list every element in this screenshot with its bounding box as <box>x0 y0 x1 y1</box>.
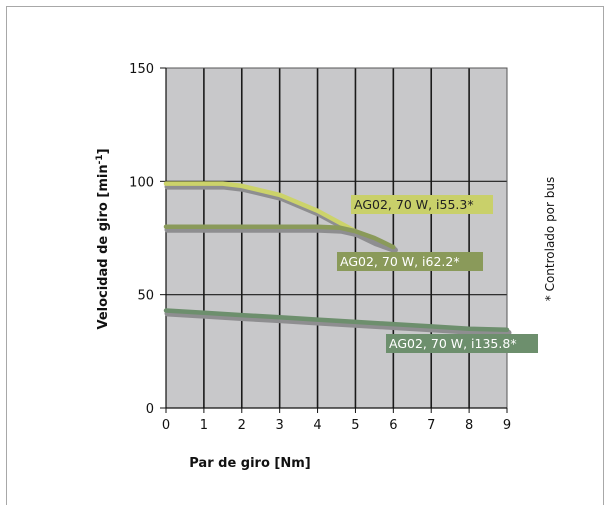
plot-frame <box>166 67 508 408</box>
series-line-3 <box>163 308 510 333</box>
x-axis-label: Par de giro [Nm] <box>189 456 310 471</box>
series-shadow-2 <box>164 226 398 254</box>
y-tick-label: 100 <box>129 175 154 190</box>
x-tick-label: 2 <box>238 418 246 433</box>
x-tick-label: 1 <box>200 418 208 433</box>
x-tick-label: 9 <box>503 418 511 433</box>
x-tick-label: 4 <box>313 418 321 433</box>
x-tick-label: 6 <box>389 418 397 433</box>
series-line-2 <box>163 224 396 250</box>
series-label-3: AG02, 70 W, i135.8* <box>389 336 517 351</box>
bus-control-note: * Controlado por bus <box>543 177 557 302</box>
y-axis-label-superscript: -1 <box>95 154 105 164</box>
y-tick-label: 0 <box>146 402 154 417</box>
x-tick-label: 0 <box>162 418 170 433</box>
series-label-2: AG02, 70 W, i62.2* <box>340 254 460 269</box>
plot-area <box>166 68 507 408</box>
series-label-box-2 <box>337 252 483 271</box>
y-tick-label: 50 <box>137 289 154 304</box>
figure-border <box>6 6 604 505</box>
x-tick-label: 7 <box>427 418 435 433</box>
x-tick-label: 8 <box>465 418 473 433</box>
x-tick-label: 5 <box>351 418 359 433</box>
series-shadow-3 <box>164 310 512 336</box>
y-tick-label: 150 <box>129 62 154 77</box>
y-axis-label-close: ] <box>96 148 111 154</box>
x-tick-label: 3 <box>276 418 284 433</box>
series-label-box-1 <box>351 195 493 214</box>
y-axis-label-main: Velocidad de giro [min <box>96 164 111 329</box>
series-label-box-3 <box>386 334 538 353</box>
series-label-1: AG02, 70 W, i55.3* <box>354 197 474 212</box>
y-axis-label: Velocidad de giro [min-1] <box>95 148 111 329</box>
